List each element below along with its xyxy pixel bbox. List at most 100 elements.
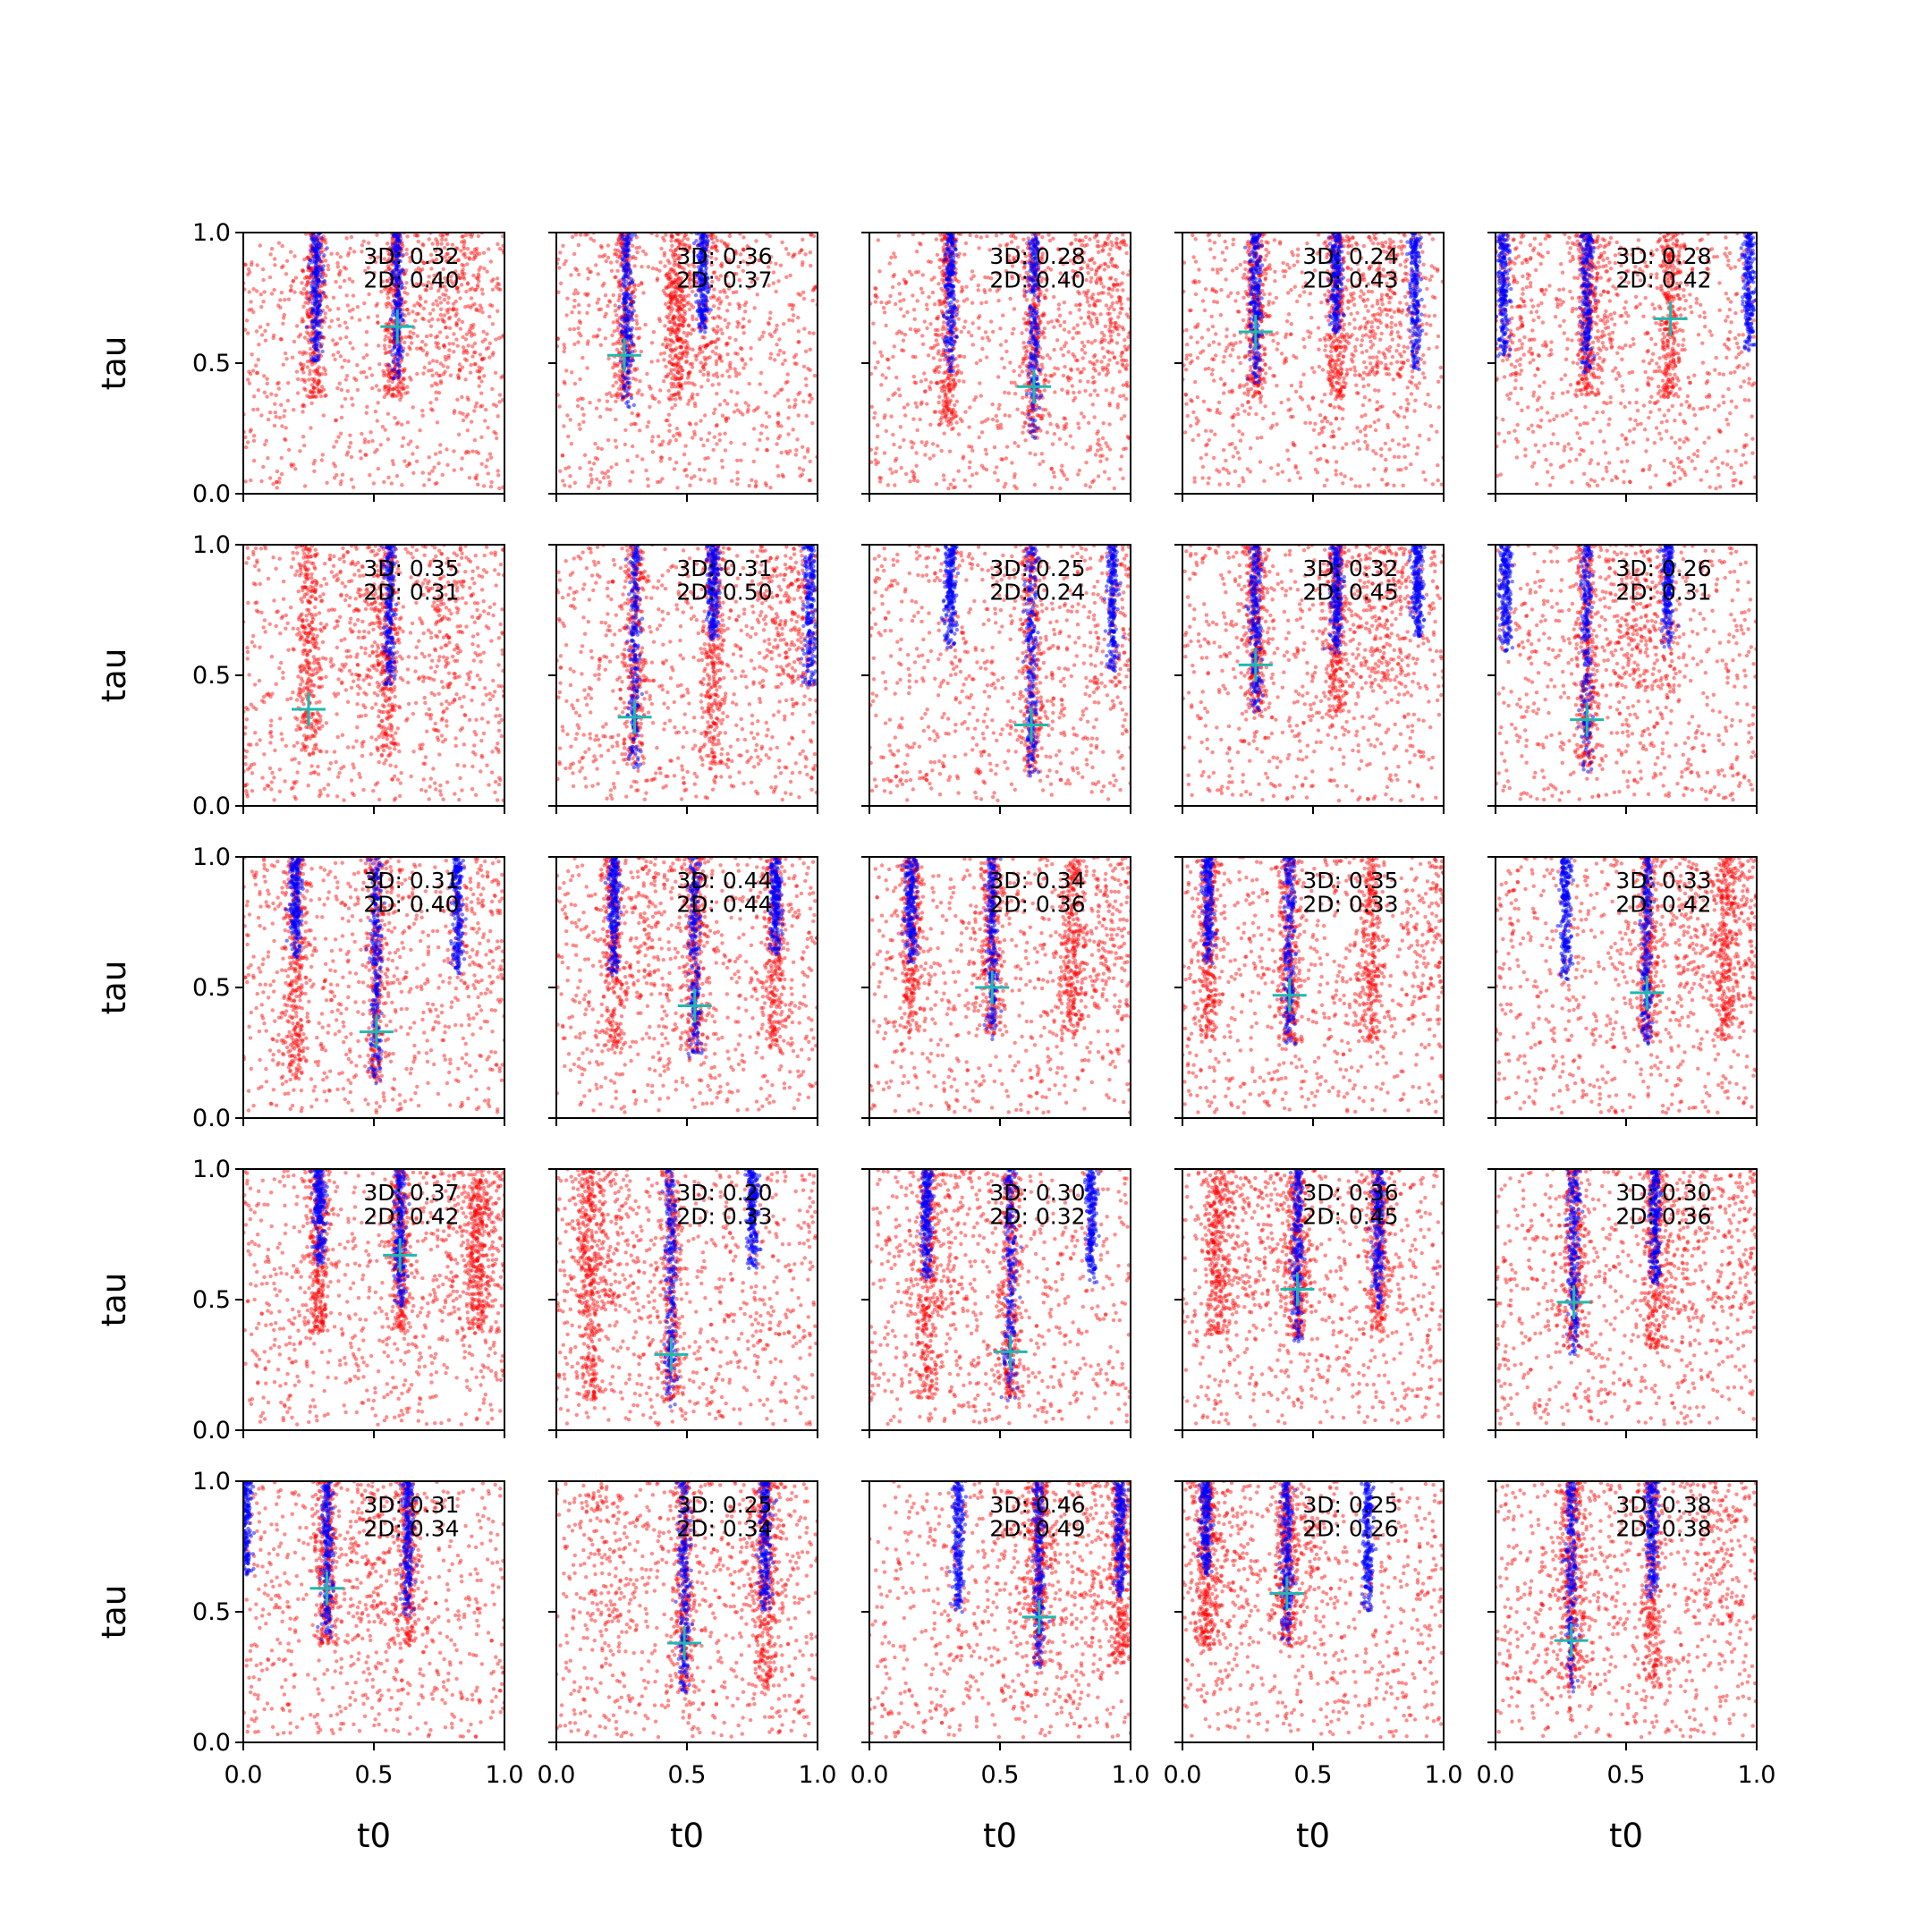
sample-point-red — [289, 289, 292, 292]
sample-point-red — [1021, 341, 1025, 344]
sample-point-red — [606, 400, 609, 403]
sample-point-blue — [314, 267, 318, 270]
sample-point-red — [617, 387, 621, 391]
sample-point-red — [995, 414, 998, 418]
sample-point-red — [804, 377, 808, 380]
sample-point-red — [447, 342, 451, 345]
sample-point-red — [704, 346, 708, 350]
sample-point-red — [680, 218, 683, 222]
sample-point-red — [955, 364, 959, 368]
sample-point-red — [903, 333, 907, 336]
sample-point-red — [600, 447, 604, 451]
sample-point-red — [334, 419, 337, 422]
sample-point-red — [249, 479, 252, 482]
sample-point-red — [363, 440, 367, 444]
sample-point-red — [929, 260, 933, 264]
sample-point-red — [471, 250, 475, 254]
sample-point-blue — [701, 225, 705, 229]
sample-point-red — [402, 459, 406, 462]
sample-point-red — [1055, 318, 1058, 322]
sample-point-red — [259, 292, 263, 296]
sample-point-red — [797, 413, 801, 417]
sample-point-red — [618, 220, 622, 224]
sample-point-red — [691, 305, 695, 309]
sample-point-red — [326, 267, 330, 271]
sample-point-red — [986, 335, 989, 339]
sample-point-red — [335, 440, 338, 444]
sample-point-red — [999, 343, 1003, 346]
sample-point-red — [947, 225, 951, 229]
sample-point-red — [568, 474, 572, 478]
sample-point-red — [461, 335, 464, 339]
sample-point-blue — [313, 258, 317, 261]
sample-point-red — [775, 442, 778, 445]
sample-point-red — [991, 418, 995, 421]
sample-point-red — [292, 291, 296, 294]
sample-point-red — [470, 286, 474, 290]
sample-point-red — [735, 482, 739, 486]
sample-point-red — [309, 426, 312, 429]
sample-point-red — [324, 258, 327, 262]
sample-point-red — [350, 455, 353, 459]
sample-point-red — [694, 358, 698, 361]
sample-point-red — [266, 323, 269, 326]
sample-point-red — [447, 348, 451, 352]
sample-point-red — [647, 484, 650, 487]
sample-point-red — [957, 470, 961, 473]
sample-point-red — [251, 369, 255, 372]
sample-point-red — [632, 222, 636, 225]
sample-point-red — [376, 419, 379, 422]
sample-point-red — [614, 372, 617, 376]
sample-point-red — [711, 327, 715, 331]
sample-point-red — [873, 341, 877, 344]
sample-point-red — [1122, 383, 1125, 386]
sample-point-red — [391, 387, 394, 391]
sample-point-blue — [700, 296, 704, 300]
sample-point-red — [614, 275, 617, 279]
sample-point-red — [336, 307, 340, 310]
sample-point-red — [328, 308, 332, 311]
sample-point-red — [666, 306, 670, 309]
sample-point-red — [376, 321, 379, 325]
sample-point-red — [651, 450, 655, 453]
sample-point-red — [443, 313, 446, 317]
sample-point-red — [720, 459, 724, 462]
sample-point-red — [645, 372, 648, 376]
sample-point-red — [570, 310, 573, 314]
sample-point-blue — [393, 344, 396, 348]
sample-point-red — [963, 479, 967, 482]
sample-point-red — [953, 403, 956, 407]
sample-point-red — [741, 412, 744, 416]
sample-point-blue — [401, 312, 404, 316]
sample-point-red — [940, 353, 944, 357]
sample-point-red — [794, 362, 798, 366]
sample-point-red — [611, 366, 614, 369]
sample-point-red — [580, 407, 584, 411]
sample-point-red — [1098, 460, 1102, 463]
sample-point-red — [883, 451, 886, 454]
sample-point-red — [466, 282, 470, 285]
sample-point-red — [728, 302, 732, 306]
sample-point-red — [650, 341, 654, 344]
sample-point-red — [813, 374, 817, 377]
sample-point-red — [996, 375, 1000, 378]
sample-point-red — [263, 443, 267, 446]
sample-point-red — [453, 314, 457, 318]
sample-point-red — [915, 405, 919, 409]
sample-point-red — [588, 401, 591, 404]
sample-point-red — [1029, 452, 1032, 455]
sample-point-red — [379, 443, 383, 446]
sample-point-red — [1052, 470, 1055, 474]
sample-point-red — [1080, 348, 1084, 352]
sample-point-red — [606, 475, 610, 479]
sample-point-red — [968, 233, 971, 237]
sample-point-red — [348, 434, 352, 437]
sample-point-red — [1078, 390, 1081, 394]
sample-point-red — [944, 222, 947, 225]
sample-point-red — [941, 408, 945, 411]
sample-point-red — [621, 220, 624, 224]
sample-point-red — [386, 379, 390, 383]
sample-point-red — [737, 322, 741, 326]
sample-point-red — [659, 352, 663, 355]
sample-point-red — [347, 251, 351, 255]
